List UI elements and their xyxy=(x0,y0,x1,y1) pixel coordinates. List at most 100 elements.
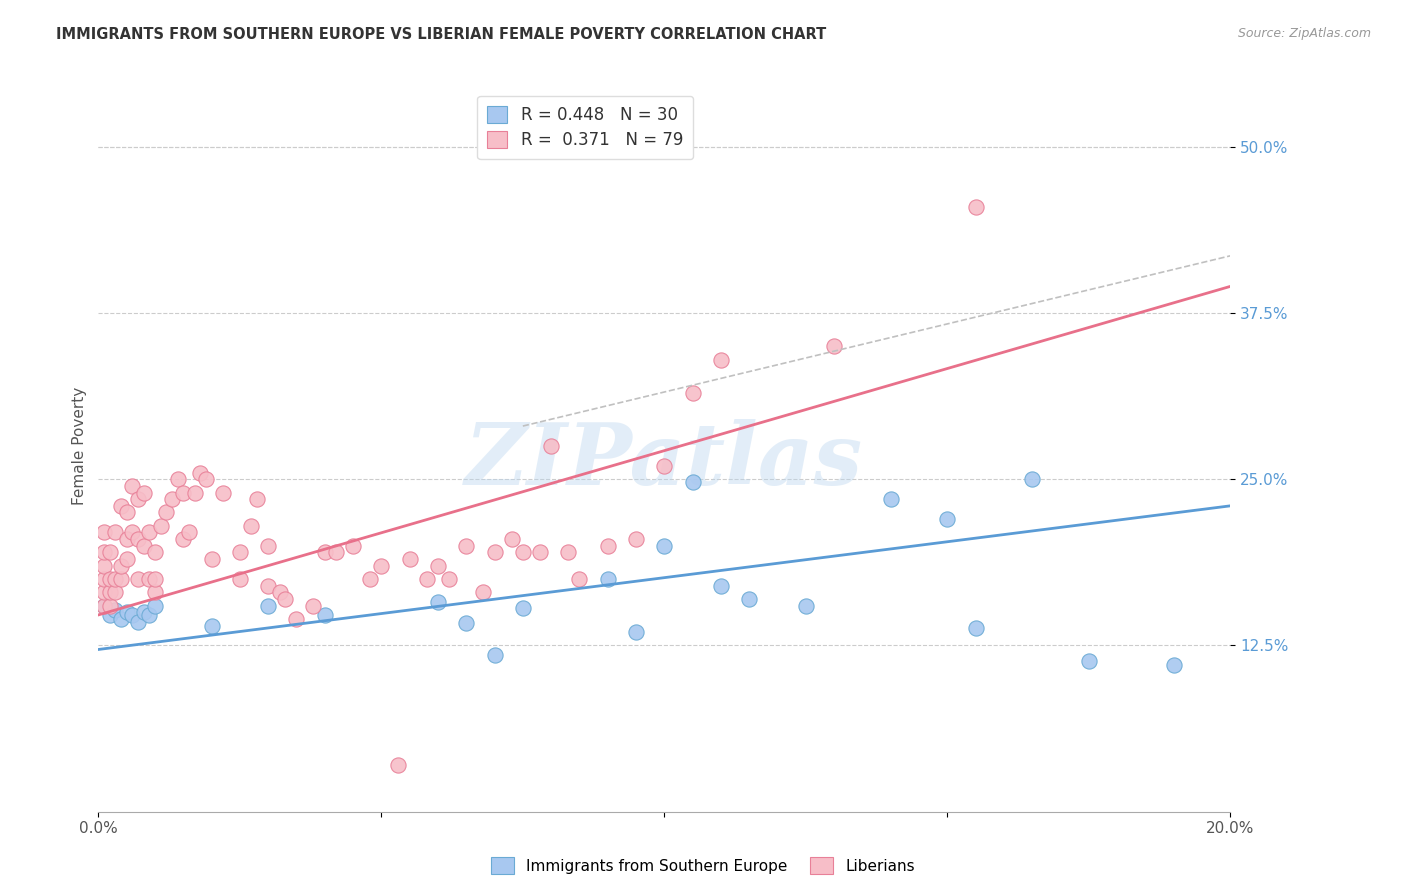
Point xyxy=(160,492,183,507)
Point xyxy=(314,545,336,559)
Point xyxy=(104,572,127,586)
Point xyxy=(370,558,392,573)
Point xyxy=(132,485,155,500)
Point xyxy=(240,518,263,533)
Point xyxy=(132,605,155,619)
Text: Source: ZipAtlas.com: Source: ZipAtlas.com xyxy=(1237,27,1371,40)
Point xyxy=(149,518,172,533)
Point xyxy=(325,545,347,559)
Point xyxy=(166,472,188,486)
Point xyxy=(484,545,506,559)
Point xyxy=(624,532,647,546)
Point xyxy=(194,472,217,486)
Point xyxy=(568,572,591,586)
Point xyxy=(138,607,160,622)
Point xyxy=(93,558,115,573)
Point xyxy=(682,385,704,400)
Point xyxy=(104,602,127,616)
Point xyxy=(93,599,115,613)
Point xyxy=(501,532,523,546)
Point xyxy=(98,572,121,586)
Point xyxy=(229,545,252,559)
Point xyxy=(427,558,450,573)
Point xyxy=(201,552,224,566)
Point xyxy=(596,572,619,586)
Point xyxy=(738,591,761,606)
Point xyxy=(439,572,461,586)
Point xyxy=(177,525,200,540)
Point xyxy=(138,572,160,586)
Point xyxy=(93,545,115,559)
Point xyxy=(110,558,132,573)
Point xyxy=(682,475,704,489)
Point xyxy=(93,525,115,540)
Point xyxy=(285,612,308,626)
Point xyxy=(456,539,478,553)
Point xyxy=(484,648,506,662)
Point xyxy=(143,599,166,613)
Point xyxy=(965,621,987,635)
Point xyxy=(110,499,132,513)
Point xyxy=(98,585,121,599)
Point xyxy=(104,525,127,540)
Y-axis label: Female Poverty: Female Poverty xyxy=(72,387,87,505)
Point xyxy=(212,485,235,500)
Point xyxy=(557,545,579,559)
Point xyxy=(246,492,269,507)
Point xyxy=(115,552,138,566)
Point xyxy=(540,439,562,453)
Point xyxy=(398,552,420,566)
Point xyxy=(302,599,325,613)
Point xyxy=(880,492,903,507)
Point xyxy=(936,512,959,526)
Point xyxy=(138,525,160,540)
Point xyxy=(93,572,115,586)
Point xyxy=(387,758,409,772)
Point xyxy=(529,545,551,559)
Point xyxy=(1077,655,1099,669)
Point xyxy=(274,591,297,606)
Point xyxy=(93,599,115,613)
Point xyxy=(1021,472,1043,486)
Point xyxy=(652,458,676,473)
Point xyxy=(427,594,450,608)
Point xyxy=(121,479,143,493)
Point xyxy=(359,572,381,586)
Point xyxy=(143,585,166,599)
Point xyxy=(121,607,143,622)
Point xyxy=(183,485,205,500)
Point xyxy=(110,612,132,626)
Point xyxy=(121,525,143,540)
Point xyxy=(512,545,534,559)
Point xyxy=(93,585,115,599)
Legend: R = 0.448   N = 30, R =  0.371   N = 79: R = 0.448 N = 30, R = 0.371 N = 79 xyxy=(477,96,693,159)
Point xyxy=(188,466,211,480)
Point xyxy=(652,539,676,553)
Point xyxy=(132,539,155,553)
Point xyxy=(110,572,132,586)
Point xyxy=(710,579,733,593)
Point xyxy=(115,605,138,619)
Point xyxy=(127,492,149,507)
Point xyxy=(104,585,127,599)
Point xyxy=(127,615,149,629)
Point xyxy=(1163,658,1185,673)
Point xyxy=(965,200,987,214)
Point xyxy=(257,539,280,553)
Point xyxy=(415,572,437,586)
Point xyxy=(98,545,121,559)
Point xyxy=(342,539,364,553)
Point xyxy=(143,572,166,586)
Legend: Immigrants from Southern Europe, Liberians: Immigrants from Southern Europe, Liberia… xyxy=(485,851,921,880)
Point xyxy=(127,532,149,546)
Point xyxy=(823,339,845,353)
Point xyxy=(98,607,121,622)
Point xyxy=(257,579,280,593)
Point xyxy=(269,585,291,599)
Point xyxy=(314,607,336,622)
Point xyxy=(710,352,733,367)
Point xyxy=(127,572,149,586)
Point xyxy=(98,599,121,613)
Text: IMMIGRANTS FROM SOUTHERN EUROPE VS LIBERIAN FEMALE POVERTY CORRELATION CHART: IMMIGRANTS FROM SOUTHERN EUROPE VS LIBER… xyxy=(56,27,827,42)
Point xyxy=(229,572,252,586)
